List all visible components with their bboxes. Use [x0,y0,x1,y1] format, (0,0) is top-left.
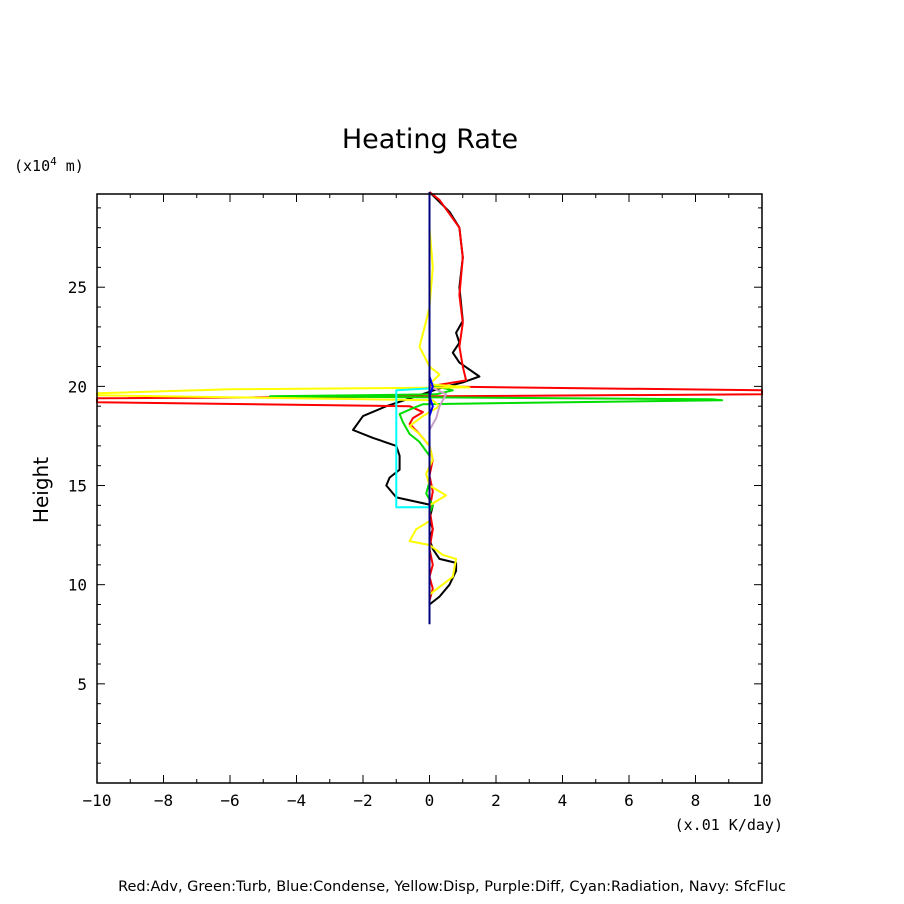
x-tick-label: 2 [491,791,501,810]
x-tick-label: 4 [558,791,568,810]
y-axis-label: Height [29,457,53,523]
x-tick-label: 10 [752,791,771,810]
y-tick-label: 20 [68,377,87,396]
series-line-4 [428,385,448,431]
x-tick-label: −10 [83,791,112,810]
series-line-5 [395,387,430,509]
series-lines [96,191,763,625]
x-ticks: −10 −8 −6 −4 −2 0 2 4 6 8 10 [83,194,772,810]
y-tick-label: 5 [77,675,87,694]
y-tick-label: 25 [68,278,87,297]
plot-area: −10 −8 −6 −4 −2 0 2 4 6 8 10 5 10 15 20 25 [68,191,772,810]
x-tick-label: −4 [287,791,306,810]
series-line-2 [268,381,724,514]
y-unit-exponent: 4 [50,155,57,168]
legend-caption: Red:Adv, Green:Turb, Blue:Condense, Yell… [118,879,786,895]
y-unit-prefix: (x10 [14,157,50,175]
x-unit-label: (x.01 K/day) [675,816,783,834]
y-tick-label: 10 [68,576,87,595]
series-line-1 [96,191,763,601]
series-line-3 [96,198,471,596]
x-tick-label: −6 [220,791,239,810]
x-tick-label: −8 [154,791,173,810]
y-unit-suffix: m) [57,157,84,175]
chart-title: Heating Rate [342,124,518,155]
y-unit-label: (x104 m) [14,155,84,175]
y-tick-label: 15 [68,477,87,496]
x-tick-label: 6 [624,791,634,810]
x-tick-label: 0 [425,791,435,810]
x-tick-label: 8 [691,791,701,810]
y-ticks: 5 10 15 20 25 [68,207,762,764]
series-line-0 [352,191,481,606]
x-tick-label: −2 [353,791,372,810]
plot-frame [96,193,763,784]
